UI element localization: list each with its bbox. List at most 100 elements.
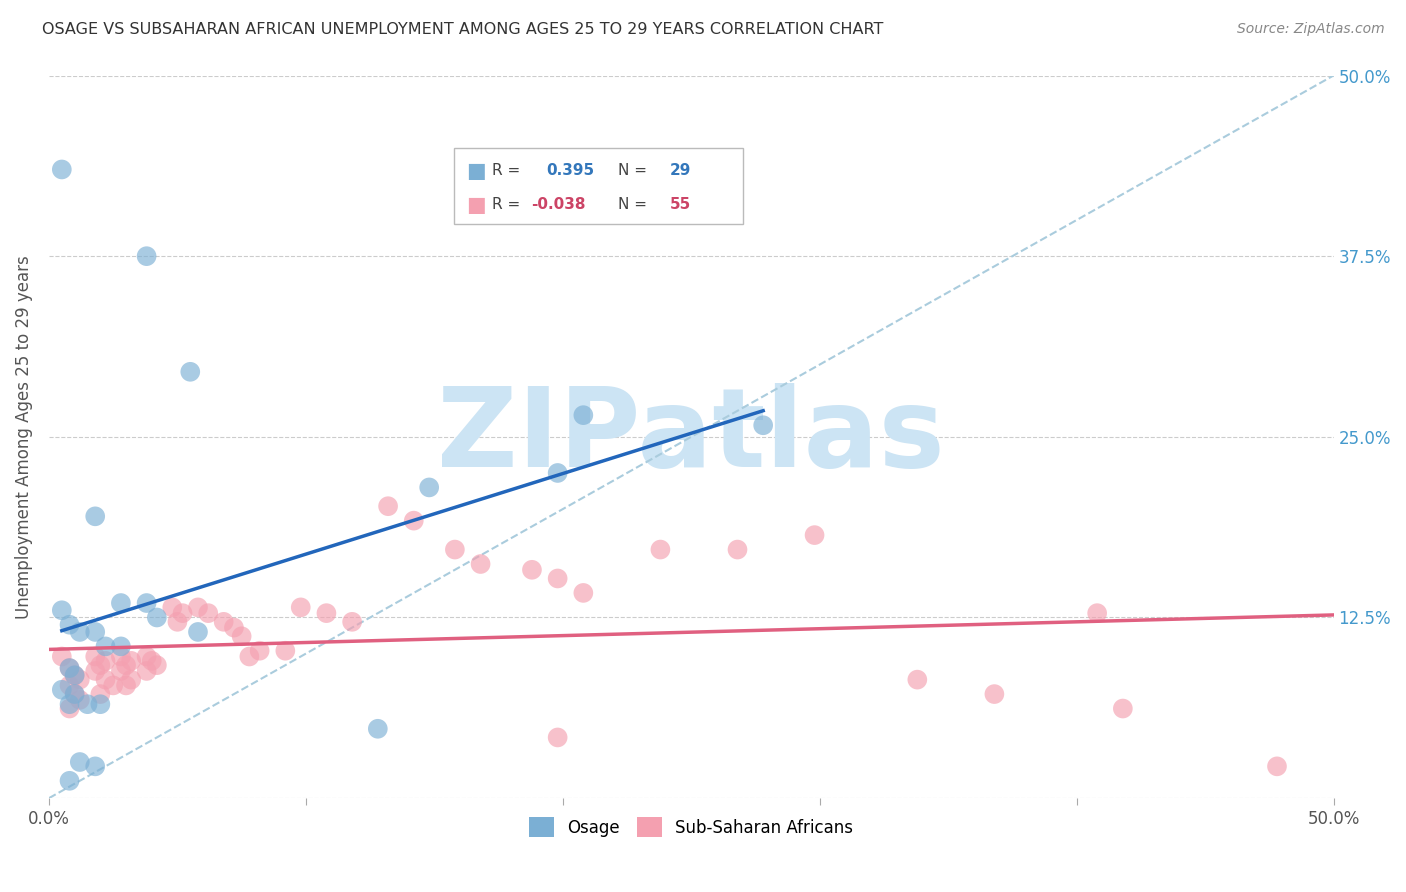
Point <box>135 596 157 610</box>
Point <box>572 408 595 422</box>
Point <box>179 365 201 379</box>
Legend: Osage, Sub-Saharan Africans: Osage, Sub-Saharan Africans <box>523 810 860 844</box>
Text: OSAGE VS SUBSAHARAN AFRICAN UNEMPLOYMENT AMONG AGES 25 TO 29 YEARS CORRELATION C: OSAGE VS SUBSAHARAN AFRICAN UNEMPLOYMENT… <box>42 22 883 37</box>
Point <box>51 162 73 177</box>
Point <box>166 615 188 629</box>
Point <box>84 759 107 773</box>
Point <box>51 649 73 664</box>
Point <box>547 731 569 745</box>
Point <box>146 658 169 673</box>
Point <box>89 697 111 711</box>
Point <box>115 658 138 673</box>
Point <box>58 697 80 711</box>
Point <box>1265 759 1288 773</box>
Point <box>110 596 132 610</box>
Point <box>103 678 125 692</box>
Point <box>274 644 297 658</box>
Point <box>141 654 163 668</box>
Point <box>69 755 91 769</box>
Point <box>402 514 425 528</box>
Point <box>650 542 672 557</box>
Point <box>120 654 142 668</box>
Point <box>110 640 132 654</box>
Point <box>120 673 142 687</box>
Text: 55: 55 <box>669 197 690 212</box>
Point <box>51 603 73 617</box>
Point <box>58 617 80 632</box>
Text: ZIPatlas: ZIPatlas <box>437 384 945 491</box>
Text: ■: ■ <box>467 161 486 180</box>
Point <box>231 629 253 643</box>
Text: 29: 29 <box>669 163 690 178</box>
Point <box>1112 701 1135 715</box>
Point <box>63 687 86 701</box>
Point <box>51 682 73 697</box>
Point <box>752 418 775 433</box>
Point <box>172 606 194 620</box>
Point <box>572 586 595 600</box>
Point <box>58 701 80 715</box>
Point <box>63 668 86 682</box>
Point <box>69 693 91 707</box>
Point <box>110 664 132 678</box>
Text: 0.395: 0.395 <box>546 163 595 178</box>
Text: -0.038: -0.038 <box>530 197 585 212</box>
Point <box>1085 606 1108 620</box>
Point <box>470 557 492 571</box>
Point <box>84 664 107 678</box>
Point <box>418 480 440 494</box>
Point <box>135 649 157 664</box>
Point <box>146 610 169 624</box>
Point <box>444 542 467 557</box>
Point <box>249 644 271 658</box>
Text: R =: R = <box>492 197 526 212</box>
Point <box>983 687 1005 701</box>
Point <box>367 722 389 736</box>
FancyBboxPatch shape <box>454 148 742 224</box>
Point <box>110 649 132 664</box>
Point <box>187 624 209 639</box>
Point <box>76 697 98 711</box>
Point <box>94 654 117 668</box>
Point <box>162 600 184 615</box>
Point <box>727 542 749 557</box>
Text: ■: ■ <box>467 194 486 215</box>
Point <box>547 572 569 586</box>
Point <box>377 499 399 513</box>
Point <box>222 621 245 635</box>
Point <box>69 624 91 639</box>
Point <box>89 658 111 673</box>
Point <box>135 664 157 678</box>
Point <box>84 509 107 524</box>
Point <box>197 606 219 620</box>
Point <box>520 563 543 577</box>
Point <box>84 624 107 639</box>
Text: N =: N = <box>619 163 652 178</box>
Point <box>63 668 86 682</box>
Point <box>547 466 569 480</box>
Point <box>803 528 825 542</box>
Point <box>187 600 209 615</box>
Point <box>290 600 312 615</box>
Point <box>58 773 80 788</box>
Point <box>94 673 117 687</box>
Point <box>89 687 111 701</box>
Point <box>58 661 80 675</box>
Point <box>135 249 157 263</box>
Point <box>58 678 80 692</box>
Point <box>69 673 91 687</box>
Point <box>905 673 928 687</box>
Point <box>340 615 363 629</box>
Text: N =: N = <box>619 197 652 212</box>
Point <box>84 649 107 664</box>
Text: R =: R = <box>492 163 526 178</box>
Point <box>115 678 138 692</box>
Point <box>58 661 80 675</box>
Point <box>63 687 86 701</box>
Point <box>315 606 337 620</box>
Text: Source: ZipAtlas.com: Source: ZipAtlas.com <box>1237 22 1385 37</box>
Point <box>94 640 117 654</box>
Point <box>238 649 260 664</box>
Point <box>212 615 235 629</box>
Y-axis label: Unemployment Among Ages 25 to 29 years: Unemployment Among Ages 25 to 29 years <box>15 255 32 619</box>
